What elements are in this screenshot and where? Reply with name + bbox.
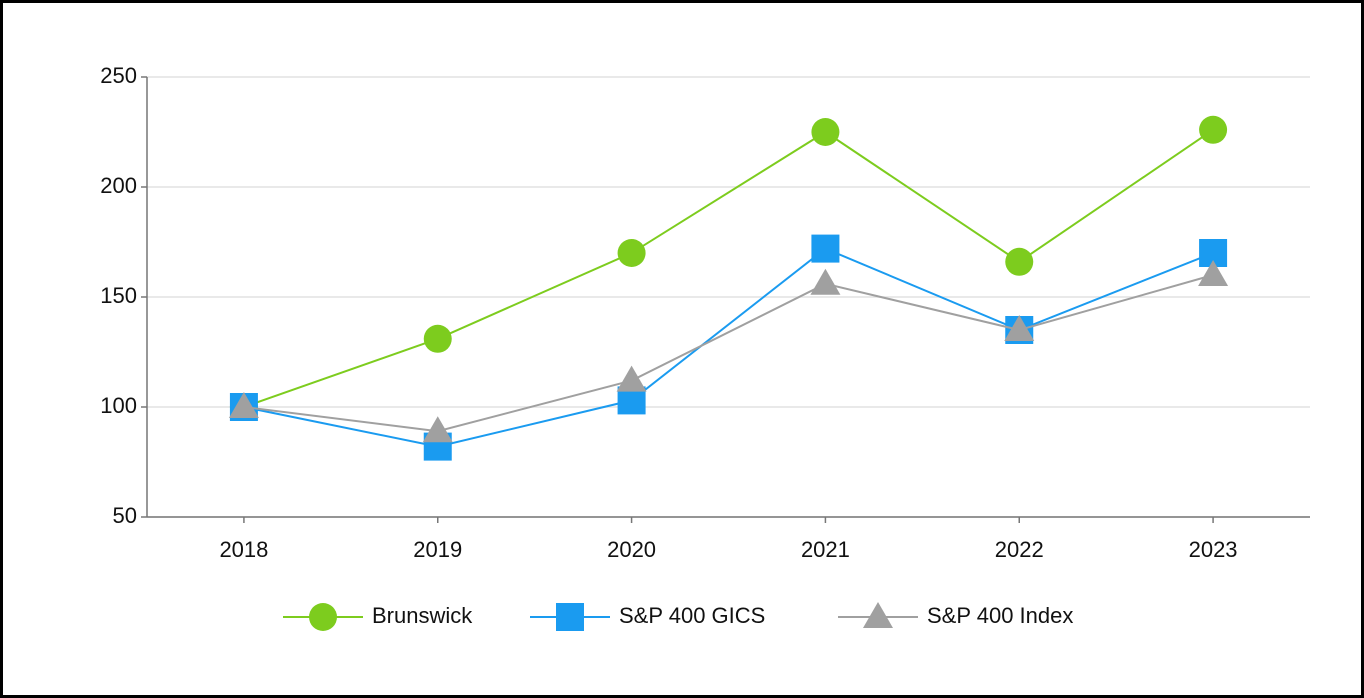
legend-label: S&P 400 Index	[927, 603, 1073, 628]
x-tick-label: 2018	[219, 537, 268, 562]
y-tick-label: 200	[100, 173, 137, 198]
marker	[309, 603, 337, 631]
x-tick-label: 2023	[1189, 537, 1238, 562]
marker	[423, 324, 452, 353]
marker	[616, 365, 647, 392]
y-tick-label: 150	[100, 283, 137, 308]
x-tick-label: 2022	[995, 537, 1044, 562]
series-line	[243, 274, 1214, 433]
y-tick-label: 250	[100, 63, 137, 88]
x-tick-label: 2020	[607, 537, 656, 562]
marker	[1004, 315, 1035, 341]
legend-label: S&P 400 GICS	[619, 603, 765, 628]
y-tick-label: 100	[100, 393, 137, 418]
series-line	[243, 247, 1214, 448]
marker	[1199, 115, 1228, 144]
marker	[863, 602, 893, 628]
marker	[617, 239, 646, 267]
marker	[1198, 260, 1229, 286]
x-tick-label: 2019	[413, 537, 462, 562]
y-tick-label: 50	[113, 503, 137, 528]
marker	[556, 603, 584, 631]
marker	[1005, 247, 1034, 276]
marker	[228, 392, 259, 418]
legend-label: Brunswick	[372, 603, 473, 628]
series-line	[243, 128, 1214, 408]
marker	[811, 234, 840, 263]
marker	[811, 118, 840, 146]
x-tick-label: 2021	[801, 537, 850, 562]
marker	[422, 416, 453, 443]
marker	[810, 268, 841, 295]
